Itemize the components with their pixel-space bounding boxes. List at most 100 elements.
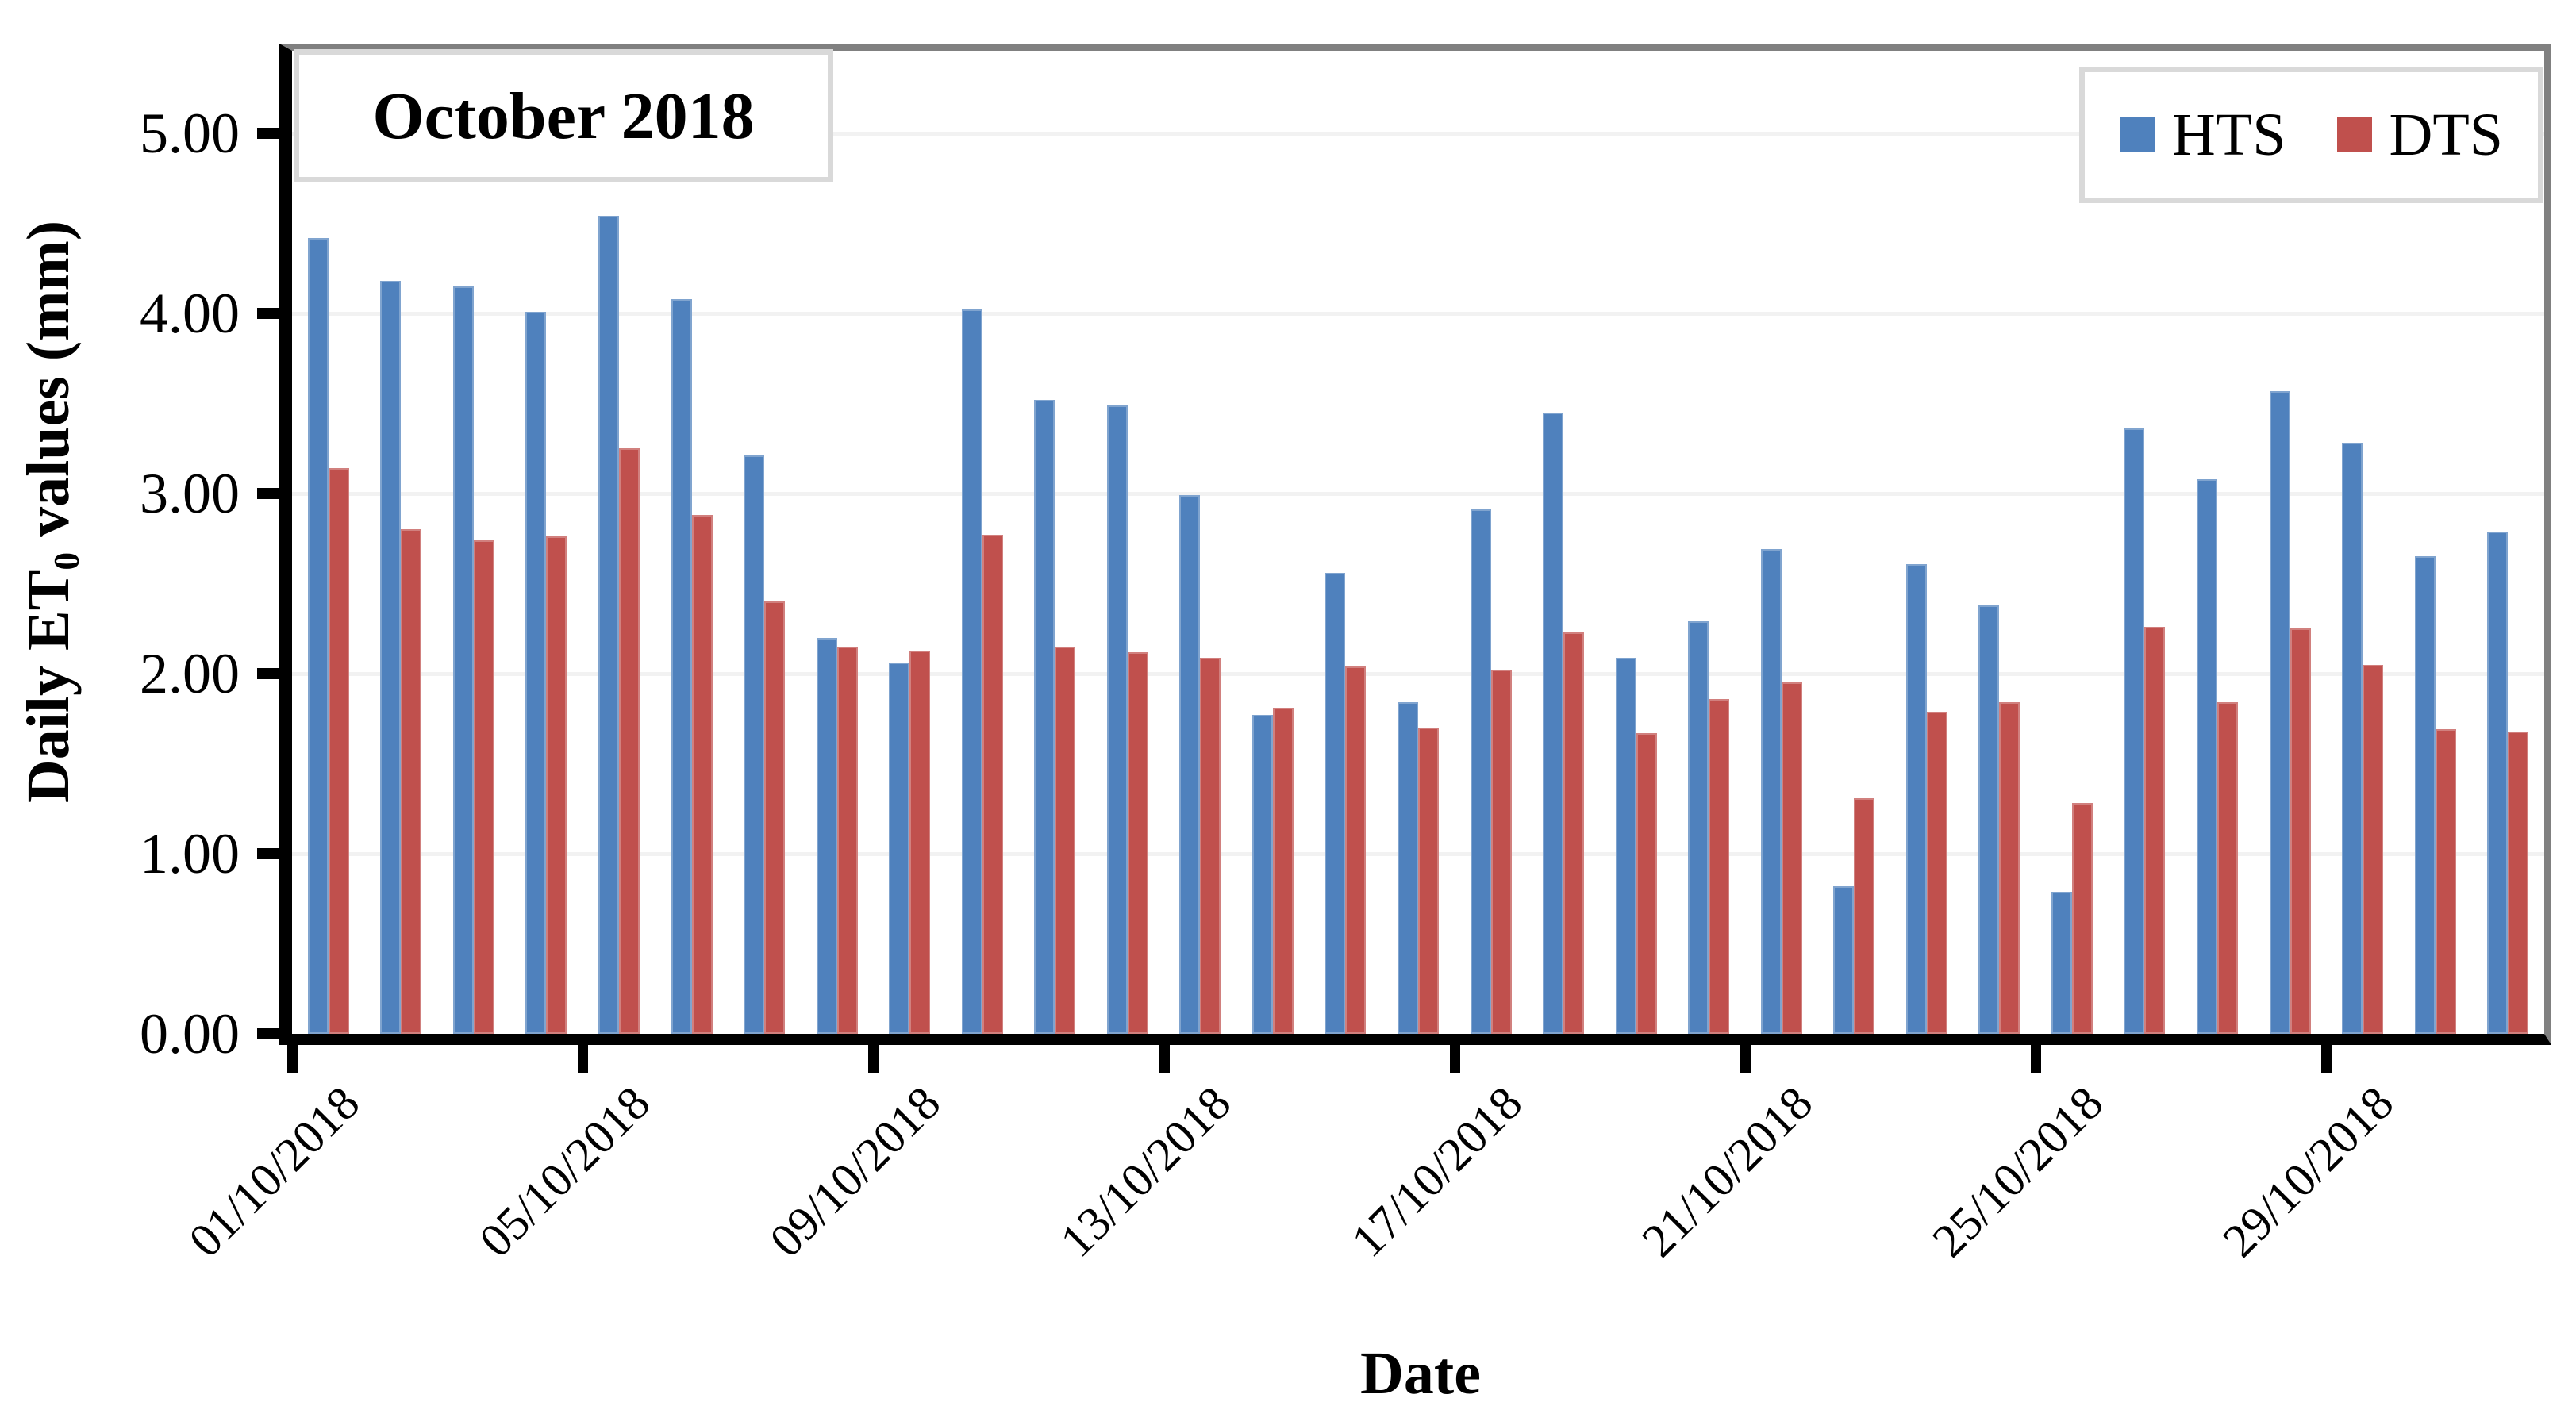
x-axis-tick	[868, 1036, 879, 1073]
bar-hts-20/10/2018	[1688, 621, 1709, 1034]
bar-hts-08/10/2018	[816, 637, 837, 1034]
bar-dts-04/10/2018	[546, 536, 567, 1034]
bar-hts-09/10/2018	[889, 663, 910, 1034]
bar-hts-23/10/2018	[1905, 563, 1927, 1034]
dts-swatch-icon	[2336, 117, 2372, 152]
bar-dts-29/10/2018	[2363, 664, 2384, 1034]
bar-hts-05/10/2018	[598, 216, 619, 1034]
bar-hts-12/10/2018	[1106, 405, 1128, 1034]
y-axis-tick	[257, 848, 281, 859]
legend-label-hts: HTS	[2171, 101, 2286, 168]
x-tick-label: 29/10/2018	[2213, 1076, 2404, 1267]
bar-hts-24/10/2018	[1978, 605, 2000, 1034]
bar-dts-21/10/2018	[1781, 682, 1802, 1034]
bar-hts-17/10/2018	[1470, 509, 1491, 1034]
bar-dts-08/10/2018	[836, 646, 858, 1034]
bar-hts-15/10/2018	[1325, 572, 1346, 1034]
bar-dts-22/10/2018	[1854, 797, 1875, 1034]
month-label: October 2018	[372, 79, 755, 153]
x-tick-label: 21/10/2018	[1632, 1076, 1823, 1267]
x-axis-tick	[2321, 1036, 2332, 1073]
bar-dts-28/10/2018	[2290, 628, 2311, 1034]
legend-item-hts: HTS	[2119, 101, 2286, 170]
bar-hts-27/10/2018	[2197, 478, 2218, 1034]
gridline	[292, 312, 2544, 316]
y-axis-title-subscript: 0	[45, 551, 87, 570]
bar-hts-30/10/2018	[2414, 556, 2436, 1034]
bar-hts-22/10/2018	[1833, 885, 1855, 1034]
gridline	[292, 492, 2544, 496]
x-axis-tick	[1159, 1036, 1170, 1073]
y-tick-label: 1.00	[140, 822, 240, 885]
y-tick-label: 2.00	[140, 642, 240, 705]
gridline	[292, 132, 2544, 136]
y-axis-tick	[257, 128, 281, 139]
plot-area	[279, 44, 2551, 1045]
bar-dts-15/10/2018	[1345, 666, 1367, 1034]
x-axis-tick	[2031, 1036, 2042, 1073]
y-axis-tick	[257, 668, 281, 679]
hts-swatch-icon	[2119, 117, 2155, 152]
bar-dts-12/10/2018	[1127, 651, 1148, 1034]
bar-dts-11/10/2018	[1055, 646, 1076, 1034]
bar-hts-19/10/2018	[1615, 657, 1636, 1034]
bar-hts-07/10/2018	[744, 455, 765, 1034]
bar-dts-09/10/2018	[909, 650, 931, 1034]
month-label-box: October 2018	[294, 49, 833, 182]
bar-dts-25/10/2018	[2071, 803, 2093, 1034]
x-tick-label: 25/10/2018	[1922, 1076, 2113, 1267]
legend: HTS DTS	[2079, 67, 2543, 203]
bar-dts-27/10/2018	[2217, 702, 2239, 1034]
bar-dts-20/10/2018	[1709, 698, 1730, 1034]
y-tick-label: 4.00	[140, 282, 240, 345]
y-tick-label: 5.00	[140, 102, 240, 165]
bar-dts-18/10/2018	[1563, 632, 1585, 1034]
bar-hts-21/10/2018	[1760, 549, 1782, 1034]
y-axis-tick	[257, 308, 281, 319]
bar-dts-16/10/2018	[1418, 728, 1439, 1034]
bar-dts-02/10/2018	[401, 529, 422, 1034]
bar-hts-01/10/2018	[307, 237, 329, 1034]
bar-dts-05/10/2018	[618, 448, 640, 1034]
bar-hts-18/10/2018	[1543, 412, 1564, 1034]
bar-dts-07/10/2018	[764, 601, 786, 1034]
gridline	[292, 672, 2544, 676]
bar-dts-17/10/2018	[1490, 670, 1512, 1034]
bar-dts-26/10/2018	[2144, 626, 2166, 1034]
bar-dts-14/10/2018	[1272, 708, 1294, 1034]
bar-hts-04/10/2018	[525, 311, 547, 1034]
bar-dts-30/10/2018	[2435, 729, 2456, 1034]
bar-hts-02/10/2018	[380, 281, 402, 1034]
x-tick-label: 05/10/2018	[469, 1076, 660, 1267]
bar-dts-06/10/2018	[691, 515, 713, 1034]
x-tick-label: 01/10/2018	[179, 1076, 370, 1267]
bar-hts-31/10/2018	[2487, 531, 2509, 1034]
bar-hts-25/10/2018	[2051, 891, 2072, 1034]
bar-hts-28/10/2018	[2269, 390, 2290, 1034]
x-tick-label: 17/10/2018	[1340, 1076, 1532, 1267]
bar-hts-10/10/2018	[961, 309, 982, 1034]
y-axis-tick	[257, 1028, 281, 1039]
x-axis-tick	[1740, 1036, 1751, 1073]
bar-hts-29/10/2018	[2342, 443, 2363, 1034]
bar-dts-01/10/2018	[328, 468, 349, 1034]
bar-hts-03/10/2018	[452, 286, 474, 1034]
legend-label-dts: DTS	[2389, 101, 2504, 168]
bar-hts-14/10/2018	[1251, 715, 1273, 1034]
x-tick-label: 13/10/2018	[1050, 1076, 1241, 1267]
x-tick-label: 09/10/2018	[759, 1076, 951, 1267]
legend-item-dts: DTS	[2336, 101, 2504, 170]
bar-dts-03/10/2018	[473, 540, 494, 1034]
x-axis-title: Date	[1360, 1340, 1481, 1407]
bar-hts-11/10/2018	[1034, 399, 1055, 1034]
y-axis-tick	[257, 488, 281, 499]
x-axis-tick	[287, 1036, 298, 1073]
bar-dts-13/10/2018	[1200, 657, 1221, 1034]
bar-hts-26/10/2018	[2124, 428, 2145, 1034]
x-axis-tick	[578, 1036, 589, 1073]
bar-dts-31/10/2018	[2508, 731, 2529, 1034]
bar-hts-06/10/2018	[671, 298, 692, 1034]
bar-dts-19/10/2018	[1636, 732, 1657, 1034]
bar-hts-16/10/2018	[1398, 702, 1418, 1034]
